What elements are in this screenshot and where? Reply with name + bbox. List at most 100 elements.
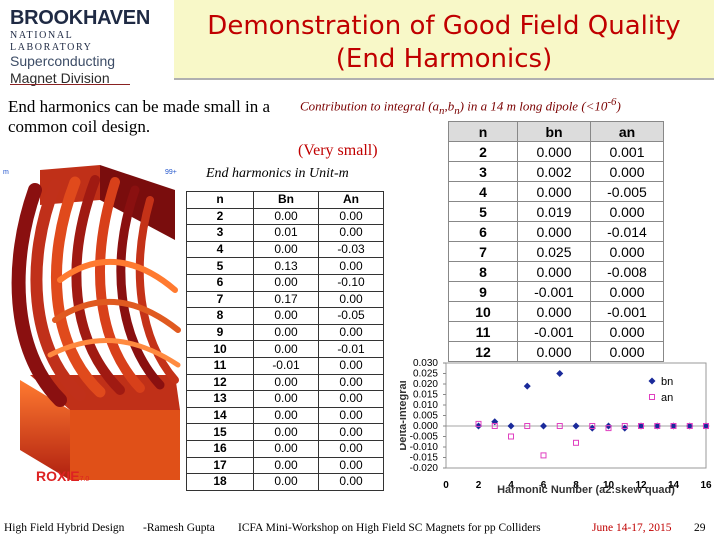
division-line2: Magnet Division — [10, 70, 110, 86]
integral-table-row: 4 0.000 -0.005 — [448, 181, 664, 202]
unit-table-cell: 0.17 — [253, 290, 319, 309]
integral-table-cell: 0.000 — [590, 341, 664, 362]
bn-point — [670, 422, 677, 430]
unit-table-cell: 0.00 — [318, 323, 384, 342]
integral-table-row: 6 0.000 -0.014 — [448, 221, 664, 242]
x-axis-label: Harmonic Number (a2:skew quad) — [497, 484, 675, 496]
an-point — [703, 423, 709, 429]
unit-table-cell: 10 — [186, 340, 254, 358]
footer-workshop: ICFA Mini-Workshop on High Field SC Magn… — [238, 522, 541, 534]
x-tick-label: 10 — [603, 480, 615, 491]
unit-table-row: 16 0.00 0.00 — [186, 439, 384, 458]
x-tick-label: 0 — [443, 480, 449, 491]
unit-table-cell: 0.00 — [253, 390, 319, 408]
bn-point — [653, 422, 661, 430]
y-axis-label: Delta-Integral — [400, 380, 409, 450]
unit-table-row: 7 0.17 0.00 — [186, 290, 384, 309]
unit-table-cell: 13 — [186, 390, 254, 408]
unit-table-cell: 7 — [186, 290, 254, 309]
bn-point — [702, 422, 710, 430]
bn-point — [686, 422, 694, 430]
an-point — [524, 423, 531, 429]
an-point — [556, 423, 563, 429]
integral-table-cell: 6 — [448, 221, 518, 242]
footer-page-number: 29 — [694, 522, 706, 534]
unit-table-cell: 0.00 — [318, 290, 384, 309]
integral-table-cell: 0.000 — [517, 301, 591, 322]
unit-table-cell: 0.00 — [318, 473, 384, 491]
integral-table-cell: 2 — [448, 141, 518, 162]
integral-table-cell: -0.014 — [590, 221, 664, 242]
y-tick-label: -0.015 — [410, 453, 439, 464]
x-tick-label: 2 — [476, 480, 482, 491]
integral-table-row: 10 0.000 -0.001 — [448, 301, 664, 322]
unit-table-cell: 0.00 — [253, 273, 319, 292]
y-tick-label: -0.005 — [410, 432, 439, 443]
integral-table-row: 8 0.000 -0.008 — [448, 261, 664, 282]
an-point — [508, 433, 514, 440]
unit-table-row: 4 0.00 -0.03 — [186, 240, 384, 259]
integral-table-cell: 8 — [448, 261, 518, 282]
x-tick-label: 12 — [635, 480, 647, 491]
integral-table-cell: -0.008 — [590, 261, 664, 282]
x-tick-label: 14 — [668, 480, 680, 491]
unit-table-cell: -0.05 — [318, 307, 384, 325]
unit-table-cell: 0.00 — [253, 373, 319, 392]
unit-table-cell: 0.00 — [318, 456, 384, 475]
bn-point — [523, 382, 531, 390]
unit-table-cell: 0.00 — [253, 439, 319, 458]
integral-table-cell: -0.001 — [590, 301, 664, 322]
y-tick-label: 0.030 — [413, 358, 438, 369]
unit-harmonics-table: n Bn An 2 0.00 0.00 3 0.01 0.00 4 0.00 -0.03 5 0.13 0.… — [186, 191, 384, 491]
unit-table-cell: 0.00 — [253, 423, 319, 441]
an-point — [491, 423, 498, 429]
legend-marker-bn — [648, 377, 656, 385]
integral-table-header-row: n bn an — [448, 121, 664, 142]
logo-subtitle: NATIONAL LABORATORY — [10, 30, 93, 53]
unit-table-row: 15 0.00 0.00 — [186, 423, 384, 441]
title-banner — [174, 0, 714, 80]
bn-point — [507, 422, 515, 430]
x-tick-label: 16 — [700, 480, 712, 491]
x-tick-label: 8 — [573, 480, 579, 491]
integral-table-cell: -0.001 — [517, 321, 591, 342]
unit-table-cell: 0.00 — [318, 439, 384, 458]
integral-table-cell: 0.002 — [517, 161, 591, 182]
integral-table-cell: 4 — [448, 181, 518, 202]
coil-end-image — [11, 165, 181, 480]
unit-table-cell: 12 — [186, 373, 254, 392]
unit-table-cell: -0.01 — [253, 356, 319, 375]
footer-author: -Ramesh Gupta — [143, 522, 215, 534]
an-point — [573, 439, 579, 446]
unit-table-cell: 0.00 — [253, 207, 319, 226]
unit-table-cell: 0.00 — [253, 307, 319, 325]
integral-table-row: 9 -0.001 0.000 — [448, 281, 664, 302]
unit-table-row: 11 -0.01 0.00 — [186, 356, 384, 375]
integral-table-row: 2 0.000 0.001 — [448, 141, 664, 162]
unit-table-cell: 18 — [186, 473, 254, 491]
an-point — [654, 423, 661, 429]
unit-table-cell: 17 — [186, 456, 254, 475]
unit-table-cell: 0.00 — [253, 240, 319, 259]
division-line1: Superconducting — [10, 53, 116, 69]
unit-table-cell: 0.00 — [253, 406, 319, 425]
unit-table-header-cell: n — [186, 191, 254, 209]
integral-table-row: 11 -0.001 0.000 — [448, 321, 664, 342]
integral-table-cell: 0.000 — [590, 161, 664, 182]
x-tick-label: 4 — [508, 480, 514, 491]
unit-table-cell: 6 — [186, 273, 254, 292]
unit-table-row: 9 0.00 0.00 — [186, 323, 384, 342]
integral-table-cell: 0.000 — [517, 181, 591, 202]
very-small-note: (Very small) — [298, 142, 378, 159]
y-tick-label: -0.020 — [410, 463, 439, 474]
an-point — [540, 452, 547, 459]
unit-table-cell: 0.00 — [318, 224, 384, 242]
unit-table-row: 17 0.00 0.00 — [186, 456, 384, 475]
brookhaven-logo: BROOKHAVEN NATIONAL LABORATORY — [10, 8, 158, 53]
unit-table-cell: 2 — [186, 207, 254, 226]
y-tick-label: 0.000 — [413, 421, 438, 432]
y-tick-label: -0.010 — [410, 442, 439, 453]
unit-table-cell: -0.10 — [318, 273, 384, 292]
unit-table-header-cell: Bn — [253, 191, 319, 209]
y-tick-label: 0.005 — [413, 411, 438, 422]
